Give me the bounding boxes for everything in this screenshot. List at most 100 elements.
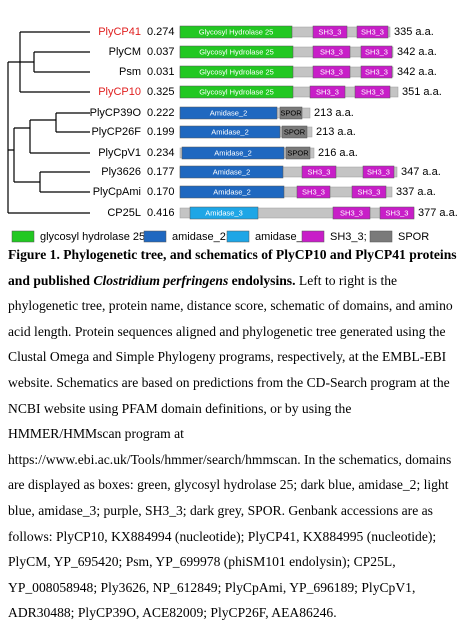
domain-box <box>379 206 415 220</box>
legend-swatch <box>11 230 35 243</box>
domain-box <box>351 185 387 199</box>
domain-label: Amidase_2 <box>211 127 249 136</box>
distance-score: 0.170 <box>147 186 175 198</box>
domain-label: SH3_3 <box>365 67 388 76</box>
protein-name: PlyCP26F <box>91 126 141 138</box>
phylogenetic-tree <box>7 31 90 214</box>
distance-score: 0.199 <box>147 126 175 138</box>
figure: PlyCP41 0.274 Glycosyl Hydrolase 25 SH3_3 SH… <box>7 25 458 243</box>
legend-swatch <box>369 230 393 243</box>
protein-name: Ply3626 <box>101 166 141 178</box>
domain-box <box>179 106 278 120</box>
domain-box <box>296 185 331 199</box>
domain-box <box>179 125 281 139</box>
protein-name: PlyCP10 <box>98 86 141 98</box>
distance-score: 0.037 <box>147 46 175 58</box>
protein-length: 377 a.a. <box>418 207 458 219</box>
legend-swatch <box>226 230 250 243</box>
domain-box <box>360 45 393 59</box>
domain-label: Glycosyl Hydrolase 25 <box>199 87 274 96</box>
domain-label: Amidase_2 <box>214 148 252 157</box>
domain-box <box>179 25 293 39</box>
domain-label: Glycosyl Hydrolase 25 <box>199 47 274 56</box>
protein-name: CP25L <box>107 207 141 219</box>
protein-length: 213 a.a. <box>316 126 356 138</box>
domain-box <box>332 206 371 220</box>
domain-box <box>179 45 294 59</box>
distance-score: 0.325 <box>147 86 175 98</box>
protein-name: Psm <box>119 66 141 78</box>
protein-name: PlyCpAmi <box>93 186 141 198</box>
protein-length: 213 a.a. <box>314 107 354 119</box>
domain-box <box>181 146 285 160</box>
distance-score: 0.416 <box>147 207 175 219</box>
legend-label: amidase_2; <box>172 231 229 243</box>
protein-length: 351 a.a. <box>402 86 442 98</box>
distance-score: 0.031 <box>147 66 175 78</box>
legend-label: SH3_3; <box>330 231 367 243</box>
domain-box <box>312 45 351 59</box>
caption-species: Clostridium perfringens <box>93 272 229 288</box>
domain-label: SH3_3 <box>340 208 363 217</box>
domain-box <box>301 165 337 179</box>
protein-length: 342 a.a. <box>397 46 437 58</box>
domain-box <box>179 85 294 99</box>
domain-box <box>285 146 311 160</box>
domain-box <box>312 25 348 39</box>
page: PlyCP41 0.274 Glycosyl Hydrolase 25 SH3_3 SH… <box>7 25 458 621</box>
domain-label: SPOR <box>287 148 309 157</box>
domain-box <box>354 85 391 99</box>
domain-box <box>360 65 393 79</box>
domain-label: Amidase_3 <box>205 208 243 217</box>
legend-swatch <box>143 230 167 243</box>
protein-length: 335 a.a. <box>394 26 434 38</box>
domain-label: SH3_3 <box>365 47 388 56</box>
domain-box <box>179 65 294 79</box>
legend-swatch <box>301 230 325 243</box>
domain-label: Glycosyl Hydrolase 25 <box>199 27 274 36</box>
domain-label: SH3_3 <box>302 187 325 196</box>
caption-title-end: endolysins. <box>228 272 296 288</box>
caption: Figure 1. Phylogenetic tree, and schemat… <box>8 242 466 626</box>
domain-box <box>362 165 395 179</box>
caption-title-start: Figure 1. Phylogenetic tree, and schemat… <box>8 247 457 288</box>
domain-box <box>279 106 303 120</box>
domain-label: SH3_3 <box>319 27 342 36</box>
protein-name: PlyCP39O <box>90 107 142 119</box>
protein-length: 337 a.a. <box>396 186 436 198</box>
distance-score: 0.222 <box>147 107 175 119</box>
protein-length: 216 a.a. <box>318 147 358 159</box>
distance-score: 0.234 <box>147 147 175 159</box>
domain-label: SH3_3 <box>361 27 384 36</box>
domain-box <box>179 165 284 179</box>
protein-name: PlyCpV1 <box>98 147 141 159</box>
domain-label: SH3_3 <box>367 167 390 176</box>
domain-box <box>309 85 346 99</box>
domain-box <box>356 25 389 39</box>
domain-label: SH3_3 <box>358 187 381 196</box>
domain-box <box>281 125 308 139</box>
protein-name: PlyCP41 <box>98 26 141 38</box>
domain-box <box>179 185 285 199</box>
caption-title: Figure 1. Phylogenetic tree, and schemat… <box>8 247 457 288</box>
domain-label: SH3_3 <box>386 208 409 217</box>
distance-score: 0.274 <box>147 26 175 38</box>
domain-label: Amidase_2 <box>213 167 251 176</box>
domain-label: SH3_3 <box>361 87 384 96</box>
domain-label: SPOR <box>284 127 306 136</box>
protein-name: PlyCM <box>109 46 141 58</box>
legend-label: SPOR <box>398 231 429 243</box>
domain-label: Amidase_2 <box>210 108 248 117</box>
domain-label: SH3_3 <box>316 87 339 96</box>
domain-box <box>189 206 259 220</box>
domain-label: SH3_3 <box>308 167 331 176</box>
legend-label: glycosyl hydrolase 25; <box>40 231 148 243</box>
domain-label: Glycosyl Hydrolase 25 <box>199 67 274 76</box>
caption-body: Left to right is the phylogenetic tree, … <box>8 272 453 621</box>
domain-box <box>312 65 351 79</box>
domain-label: SH3_3 <box>320 47 343 56</box>
protein-length: 347 a.a. <box>401 166 441 178</box>
domain-label: SPOR <box>280 108 302 117</box>
domain-label: Amidase_2 <box>213 187 251 196</box>
domain-label: SH3_3 <box>320 67 343 76</box>
